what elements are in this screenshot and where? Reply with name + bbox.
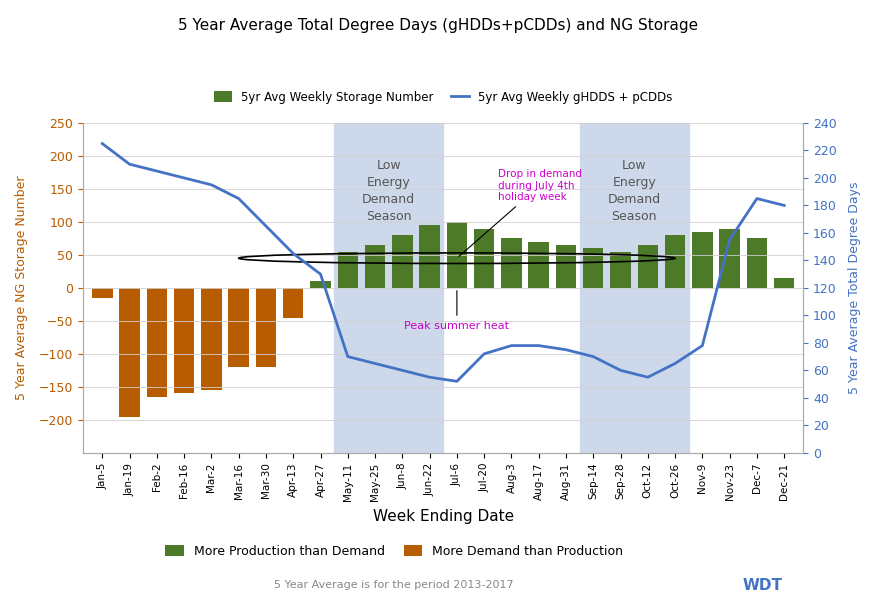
Bar — [746, 238, 767, 288]
Bar — [229, 288, 249, 367]
Text: 5 Year Average Total Degree Days (gHDDs+pCDDs) and NG Storage: 5 Year Average Total Degree Days (gHDDs+… — [178, 18, 698, 33]
Text: WDT: WDT — [742, 578, 782, 593]
Bar — [119, 288, 140, 416]
Bar — [447, 222, 467, 288]
Bar — [638, 245, 658, 288]
Bar — [583, 249, 604, 288]
Bar — [310, 282, 331, 288]
Bar — [146, 288, 167, 397]
Legend: More Production than Demand, More Demand than Production: More Production than Demand, More Demand… — [160, 540, 628, 563]
Text: Peak summer heat: Peak summer heat — [405, 291, 509, 331]
Bar — [174, 288, 194, 394]
Bar — [665, 235, 685, 288]
Y-axis label: 5 Year Average NG Storage Number: 5 Year Average NG Storage Number — [15, 176, 28, 400]
Bar — [692, 232, 712, 288]
Bar — [256, 288, 276, 367]
Bar — [528, 242, 549, 288]
Bar — [364, 245, 385, 288]
Bar — [774, 278, 795, 288]
Bar — [611, 252, 631, 288]
Legend: 5yr Avg Weekly Storage Number, 5yr Avg Weekly gHDDS + pCDDs: 5yr Avg Weekly Storage Number, 5yr Avg W… — [209, 86, 677, 108]
Text: Drop in demand
during July 4th
holiday week: Drop in demand during July 4th holiday w… — [459, 169, 582, 256]
Bar — [392, 235, 413, 288]
Text: Low
Energy
Demand
Season: Low Energy Demand Season — [362, 159, 415, 223]
Bar — [334, 123, 443, 453]
Bar — [474, 228, 494, 288]
Bar — [580, 123, 689, 453]
Bar — [337, 252, 358, 288]
Y-axis label: 5 Year Average Total Degree Days: 5 Year Average Total Degree Days — [848, 181, 861, 394]
X-axis label: Week Ending Date: Week Ending Date — [372, 509, 514, 524]
Bar — [555, 245, 576, 288]
Bar — [719, 228, 740, 288]
Text: 5 Year Average is for the period 2013-2017: 5 Year Average is for the period 2013-20… — [274, 580, 514, 590]
Text: Low
Energy
Demand
Season: Low Energy Demand Season — [608, 159, 661, 223]
Bar — [92, 288, 112, 298]
Bar — [283, 288, 303, 317]
Bar — [420, 225, 440, 288]
Bar — [201, 288, 222, 390]
Bar — [501, 238, 522, 288]
